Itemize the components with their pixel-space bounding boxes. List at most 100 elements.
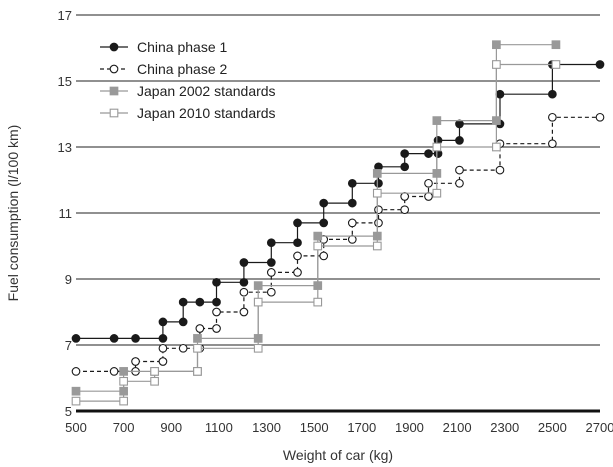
data-point xyxy=(178,317,188,327)
data-point xyxy=(551,60,561,69)
x-axis-title: Weight of car (kg) xyxy=(283,447,393,463)
data-point xyxy=(178,343,188,353)
x-tick-label: 1900 xyxy=(395,420,424,435)
data-point xyxy=(347,218,357,228)
data-point xyxy=(548,89,557,99)
legend-marker xyxy=(109,108,119,118)
y-tick-label: 11 xyxy=(59,206,73,221)
x-tick-label: 1500 xyxy=(300,420,329,435)
data-point xyxy=(293,238,302,248)
data-point xyxy=(239,307,249,317)
y-tick-label: 17 xyxy=(58,8,72,23)
data-point xyxy=(253,297,263,307)
y-tick-label: 15 xyxy=(58,74,72,89)
y-tick-label: 13 xyxy=(58,140,72,155)
data-point xyxy=(374,218,383,228)
x-tick-label: 500 xyxy=(65,420,87,435)
data-point xyxy=(178,297,188,307)
data-point xyxy=(347,198,357,208)
data-point xyxy=(455,165,464,175)
data-point xyxy=(400,192,410,201)
data-point xyxy=(239,277,249,287)
x-tick-label: 1100 xyxy=(205,420,233,435)
legend-label: Japan 2010 standards xyxy=(137,105,276,121)
series-line xyxy=(76,63,556,402)
legend-item-2: Japan 2002 standards xyxy=(100,83,276,99)
data-point xyxy=(319,218,329,228)
data-point xyxy=(266,287,276,297)
data-point xyxy=(319,198,329,208)
x-tick-label: 1300 xyxy=(252,420,281,435)
data-point xyxy=(195,297,205,307)
data-point xyxy=(293,268,302,277)
data-point xyxy=(119,367,128,376)
legend-item-0: China phase 1 xyxy=(100,39,228,55)
x-tick-label: 2100 xyxy=(443,420,472,435)
data-point xyxy=(195,324,205,333)
data-point xyxy=(432,116,442,125)
y-tick-label: 7 xyxy=(65,338,72,353)
data-point xyxy=(424,192,433,201)
data-point xyxy=(193,343,202,353)
data-point xyxy=(595,60,605,69)
data-point xyxy=(109,367,119,376)
x-tick-label: 2700 xyxy=(586,420,613,435)
data-point xyxy=(158,334,168,343)
legend-label: China phase 2 xyxy=(137,61,228,77)
data-point xyxy=(495,89,505,99)
data-point xyxy=(71,367,81,376)
series-0 xyxy=(71,60,605,343)
legend-label: China phase 1 xyxy=(137,39,228,55)
data-point xyxy=(347,178,357,188)
data-point xyxy=(150,376,159,386)
data-point xyxy=(492,40,501,50)
data-point xyxy=(424,149,433,158)
data-point xyxy=(400,205,410,215)
data-point xyxy=(212,324,221,333)
y-tick-label: 9 xyxy=(65,272,72,287)
data-point xyxy=(158,357,168,366)
data-point xyxy=(109,334,119,343)
data-point xyxy=(495,165,505,175)
x-tick-label: 1700 xyxy=(347,420,376,435)
data-point xyxy=(548,139,557,149)
data-point xyxy=(372,169,382,178)
data-point xyxy=(293,218,302,228)
data-point xyxy=(266,268,276,277)
x-tick-label: 700 xyxy=(113,420,135,435)
data-point xyxy=(424,178,433,188)
data-point xyxy=(313,241,323,251)
data-point xyxy=(212,307,221,317)
y-axis-title: Fuel consumption (l/100 km) xyxy=(5,125,21,302)
data-point xyxy=(372,188,382,198)
data-point xyxy=(239,287,249,297)
data-point xyxy=(492,60,501,69)
data-point xyxy=(239,258,249,267)
data-point xyxy=(119,376,128,386)
legend-marker xyxy=(109,64,119,74)
data-point xyxy=(548,112,557,122)
data-point xyxy=(455,119,464,129)
data-point xyxy=(347,235,357,244)
data-point xyxy=(313,297,323,307)
data-point xyxy=(551,40,561,50)
y-tick-label: 5 xyxy=(65,404,72,419)
data-point xyxy=(374,205,383,215)
data-point xyxy=(266,238,276,248)
data-point xyxy=(71,334,81,343)
data-point xyxy=(432,188,442,198)
data-point xyxy=(293,251,302,261)
data-point xyxy=(212,277,221,287)
x-tick-label: 2300 xyxy=(490,420,519,435)
data-point xyxy=(266,258,276,267)
series-1 xyxy=(71,112,605,376)
data-point xyxy=(455,178,464,188)
data-point xyxy=(492,142,501,152)
data-point xyxy=(455,136,464,145)
data-point xyxy=(158,317,168,327)
data-point xyxy=(253,343,263,353)
data-point xyxy=(319,251,329,261)
legend-item-3: Japan 2010 standards xyxy=(100,105,276,121)
plot-area xyxy=(71,40,605,406)
